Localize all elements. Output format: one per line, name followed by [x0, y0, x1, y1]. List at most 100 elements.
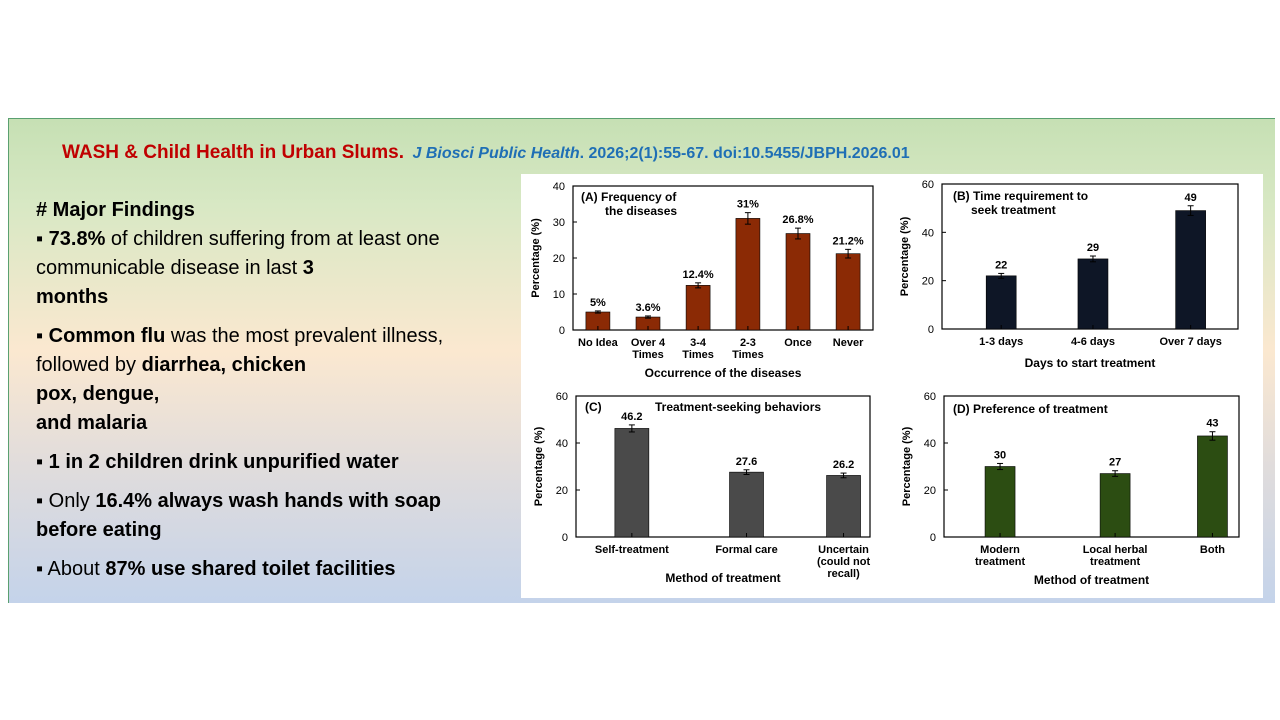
x-axis-label: Days to start treatment: [1025, 356, 1156, 370]
y-tick-label: 40: [922, 227, 934, 239]
x-tick-label: Uncertain: [818, 544, 869, 556]
y-axis-label: Percentage (%): [899, 216, 911, 296]
y-tick-label: 40: [556, 438, 568, 450]
finding-unpurified-water: ▪ 1 in 2 children drink unpurified water: [36, 448, 496, 477]
y-tick-label: 40: [924, 438, 936, 450]
slide-title: WASH & Child Health in Urban Slums.: [62, 142, 405, 163]
data-label: 31%: [737, 199, 759, 211]
chart-a: 0 10 20 30 40 Percentage (%) (A) Frequency oft…: [530, 181, 874, 380]
x-tick-label: Local herbal: [1083, 544, 1148, 556]
bar: [1099, 473, 1131, 538]
x-axis-label: Occurrence of the diseases: [645, 366, 802, 380]
x-tick-label: Over 4: [631, 337, 666, 349]
chart-title: Treatment-seeking behaviors: [655, 400, 821, 414]
x-tick-label: treatment: [1090, 556, 1140, 568]
x-tick-label: (could not: [817, 556, 870, 568]
figure-panel: 0 10 20 30 40 Percentage (%) (A) Frequency of t…: [521, 174, 1263, 598]
bar: [1197, 435, 1228, 538]
bar: [1077, 258, 1109, 330]
x-tick-label: 4-6 days: [1071, 336, 1115, 348]
data-label: 29: [1087, 242, 1099, 254]
chart-title: (D) Preference of treatment: [953, 402, 1108, 416]
bar: [826, 475, 861, 538]
finding-toilet-text: use shared toilet facilities: [145, 558, 396, 580]
data-label: 26.2: [833, 459, 854, 471]
finding-months-number: 3: [302, 257, 314, 279]
x-axis-label: Method of treatment: [1034, 573, 1149, 587]
data-label: 26.8%: [782, 214, 813, 226]
data-label: 3.6%: [635, 302, 660, 314]
plot-frame: [943, 395, 1240, 538]
major-findings: # Major Findings ▪ 73.8% of children suf…: [36, 196, 496, 594]
finding-text: ▪ Only: [36, 490, 96, 512]
chart-title: the diseases: [605, 204, 677, 218]
bar: [735, 218, 761, 331]
finding-diseases-3: and malaria: [36, 412, 148, 434]
x-axis-label: Method of treatment: [665, 571, 780, 585]
data-label: 27.6: [736, 456, 757, 468]
findings-heading: # Major Findings: [36, 199, 195, 221]
y-tick-label: 0: [930, 532, 936, 544]
x-tick-label: Times: [732, 349, 764, 361]
y-tick-label: 0: [559, 325, 565, 337]
chart-b: 0 20 40 60 Percentage (%) (B) Time requiremen…: [899, 179, 1239, 370]
journal-name: J Biosci Public Health: [412, 145, 580, 162]
bar: [984, 466, 1016, 538]
y-tick-label: 40: [553, 181, 565, 193]
finding-common-flu: ▪ Common flu was the most prevalent illn…: [36, 322, 496, 438]
finding-flu: Common flu: [48, 325, 166, 347]
x-tick-label: 2-3: [740, 337, 756, 349]
finding-handwash-text: 16.4% always wash hands with soap before…: [36, 490, 442, 541]
x-tick-label: Both: [1200, 544, 1225, 556]
data-label: 49: [1185, 192, 1197, 204]
x-tick-label: Times: [682, 349, 714, 361]
finding-shared-toilets: ▪ About 87% use shared toilet facilities: [36, 555, 496, 584]
chart-c: 0 20 40 60 Percentage (%) (C) Treatment-seekin…: [533, 391, 871, 585]
chart-title: (B) Time requirement to: [953, 189, 1088, 203]
citation-header: WASH & Child Health in Urban Slums. J Bi…: [62, 142, 910, 164]
y-tick-label: 20: [924, 485, 936, 497]
bar: [614, 428, 650, 538]
bar: [729, 471, 764, 538]
x-tick-label: treatment: [975, 556, 1025, 568]
finding-communicable-disease: ▪ 73.8% of children suffering from at le…: [36, 225, 496, 312]
plot-frame: [575, 395, 871, 538]
finding-handwashing: ▪ Only 16.4% always wash hands with soap…: [36, 487, 496, 545]
x-tick-label: Formal care: [715, 544, 777, 556]
x-tick-label: Over 7 days: [1159, 336, 1221, 348]
y-tick-label: 20: [553, 253, 565, 265]
x-tick-label: No Idea: [578, 337, 619, 349]
y-axis-label: Percentage (%): [533, 426, 545, 506]
bullet: ▪: [36, 228, 49, 250]
finding-text: was the most prevalent illness, followed…: [36, 325, 444, 376]
y-tick-label: 60: [924, 391, 936, 403]
finding-water-text: ▪ 1 in 2 children drink unpurified water: [36, 451, 399, 473]
data-label: 30: [994, 449, 1006, 461]
journal-citation: . 2026;2(1):55-67. doi:10.5455/JBPH.2026…: [579, 145, 910, 162]
finding-percent: 73.8%: [48, 228, 106, 250]
y-axis-label: Percentage (%): [901, 426, 913, 506]
data-label: 43: [1206, 418, 1218, 430]
data-label: 27: [1109, 457, 1121, 469]
x-tick-label: Once: [784, 337, 812, 349]
y-tick-label: 30: [553, 217, 565, 229]
y-tick-label: 10: [553, 289, 565, 301]
y-tick-label: 60: [556, 391, 568, 403]
x-tick-label: 3-4: [690, 337, 707, 349]
x-tick-label: Self-treatment: [595, 544, 669, 556]
finding-text: ▪ About: [36, 558, 106, 580]
y-tick-label: 20: [922, 276, 934, 288]
finding-diseases-1: diarrhea, chicken: [141, 354, 307, 376]
bar: [835, 253, 861, 331]
y-tick-label: 0: [928, 324, 934, 336]
y-tick-label: 60: [922, 179, 934, 191]
bar: [1175, 210, 1206, 330]
bullet: ▪: [36, 325, 49, 347]
x-tick-label: Never: [833, 337, 864, 349]
finding-months-word: months: [36, 286, 109, 308]
data-label: 21.2%: [832, 235, 863, 247]
chart-title: (C): [585, 400, 602, 414]
data-label: 12.4%: [682, 269, 713, 281]
chart-d: 0 20 40 60 Percentage (%) (D) Preference of t…: [901, 391, 1240, 587]
finding-text: of children suffering from at least one …: [36, 228, 440, 279]
